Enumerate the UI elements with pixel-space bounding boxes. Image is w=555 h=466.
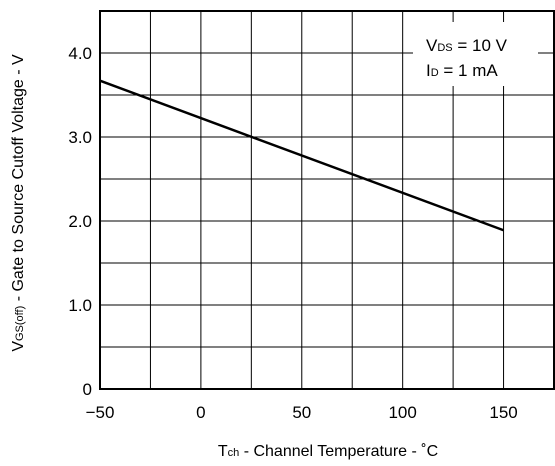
legend-vds: VDS = 10 V: [426, 36, 508, 55]
x-tick-label: 150: [489, 403, 517, 422]
y-tick-label: 4.0: [68, 44, 92, 63]
y-tick-label: 0: [83, 380, 92, 399]
x-tick-label: −50: [86, 403, 115, 422]
plot-frame: [99, 10, 555, 390]
y-axis-label: VGS(off) - Gate to Source Cutoff Voltage…: [10, 54, 27, 352]
x-axis-label: Tch - Channel Temperature - ˚C: [218, 443, 438, 460]
y-tick-label: 1.0: [68, 296, 92, 315]
legend-background: [413, 22, 538, 86]
legend-id: ID = 1 mA: [426, 61, 498, 80]
x-tick-label: 50: [292, 403, 311, 422]
grid: [100, 11, 554, 389]
series-line: [99, 79, 504, 232]
x-tick-label: 100: [388, 403, 416, 422]
legend: VDS = 10 V ID = 1 mA: [413, 22, 538, 86]
x-tick-labels: −50 0 50 100 150: [86, 403, 518, 422]
series-layer: [99, 79, 504, 232]
y-tick-label: 2.0: [68, 212, 92, 231]
y-tick-label: 3.0: [68, 128, 92, 147]
x-tick-label: 0: [196, 403, 205, 422]
y-tick-labels: 0 1.0 2.0 3.0 4.0: [68, 44, 92, 399]
